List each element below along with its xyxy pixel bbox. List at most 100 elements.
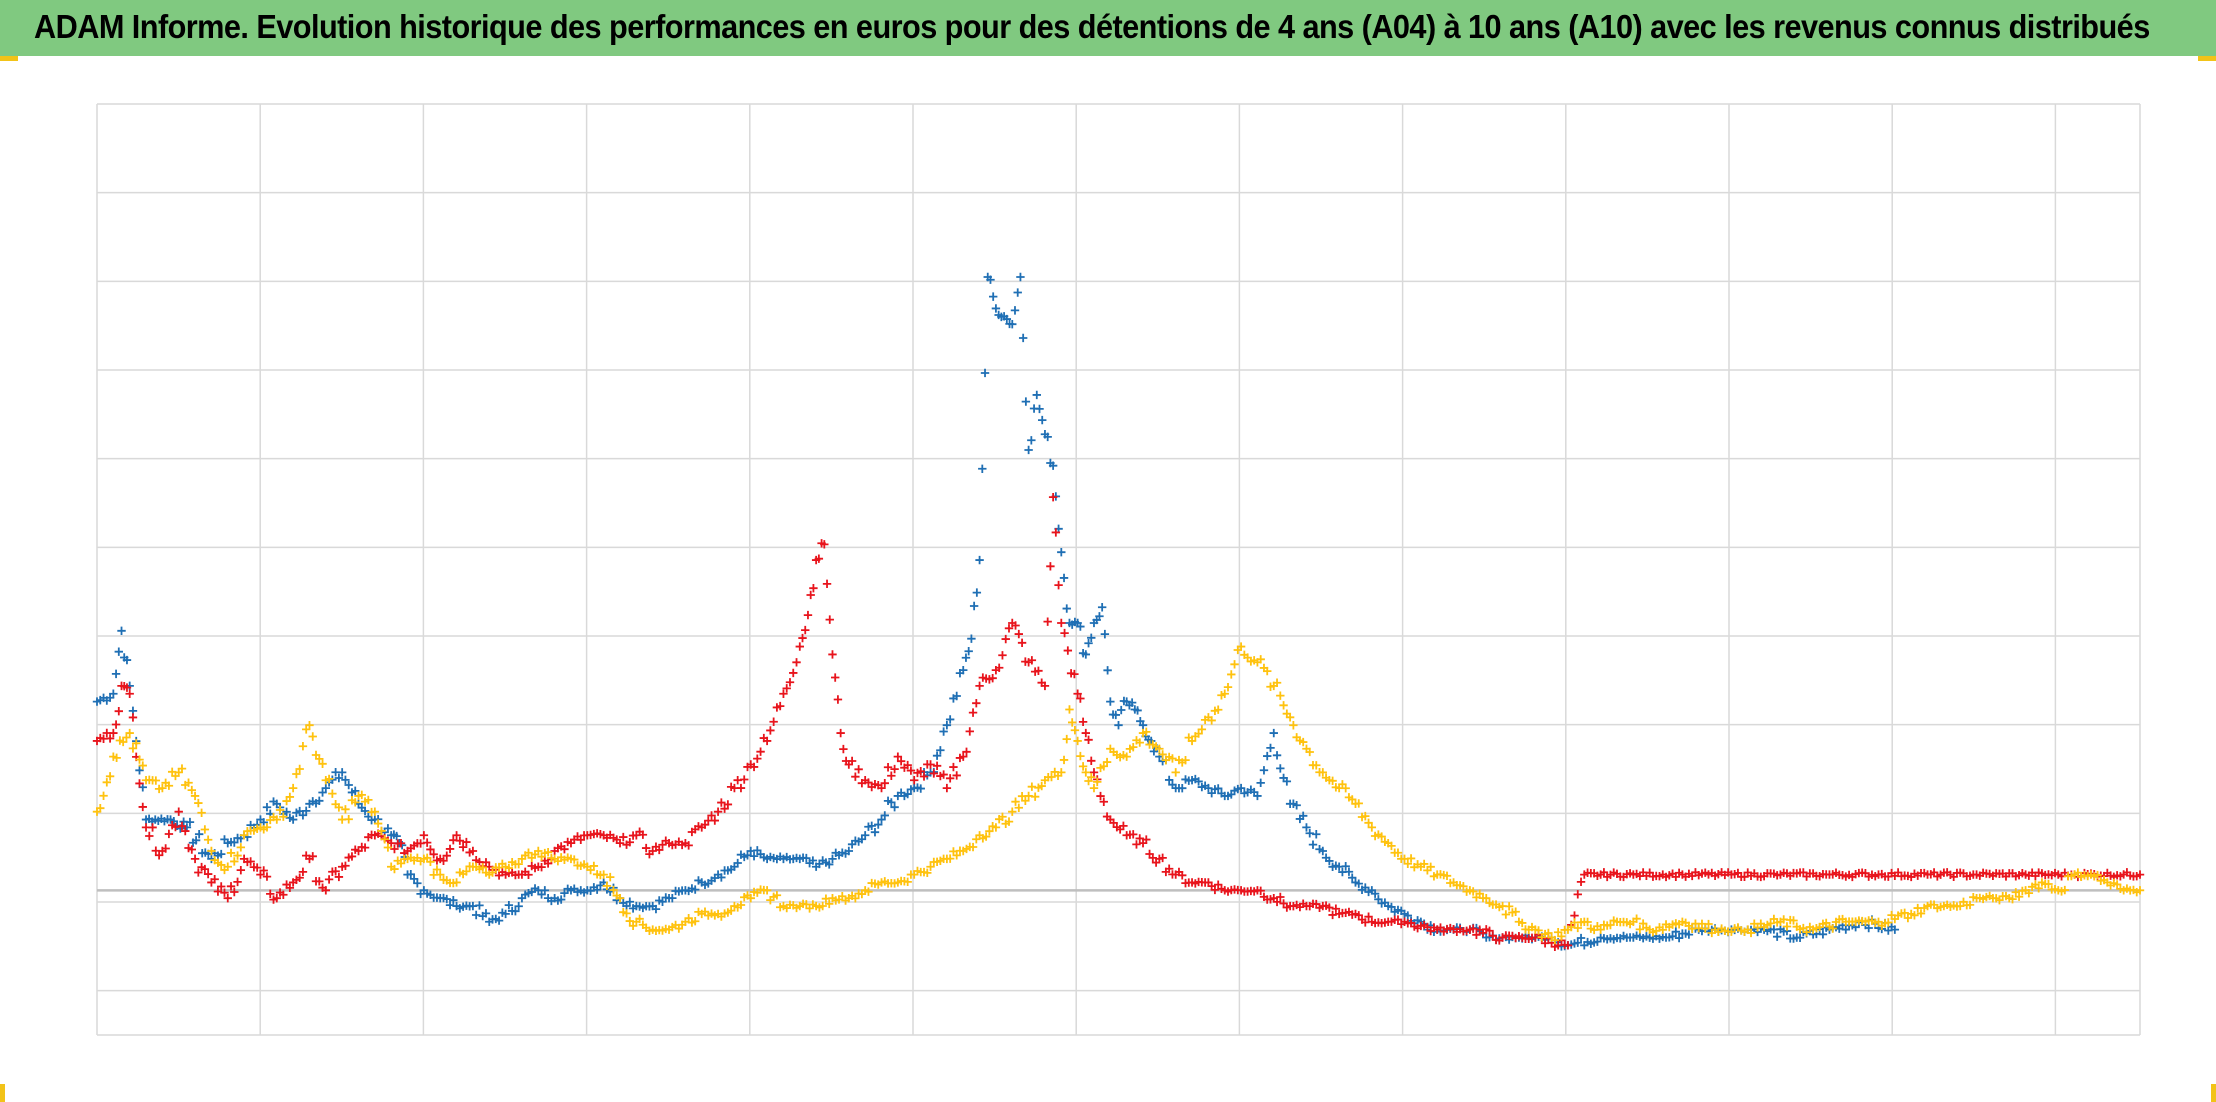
series-1-marker [1062, 604, 1071, 613]
series-3-marker [132, 739, 141, 748]
series-1-marker [1282, 777, 1292, 786]
series-1-marker [1002, 314, 1012, 324]
series-3-marker [1078, 762, 1088, 771]
series-1-marker [1021, 397, 1031, 406]
series-1-marker [1312, 830, 1321, 839]
series-1-marker [185, 817, 195, 827]
series-3-marker [589, 861, 599, 871]
series-2-marker [138, 802, 147, 812]
series-3-marker [1393, 848, 1403, 857]
series-2-marker [926, 760, 935, 769]
series-3-marker [762, 886, 772, 895]
series-1-marker [1010, 306, 1020, 315]
series-1-marker [334, 773, 344, 783]
series-3-marker [279, 812, 288, 821]
series-2-marker [1210, 885, 1220, 895]
series-1-marker [351, 786, 360, 796]
series-2-marker [638, 830, 648, 839]
series-2-marker [762, 736, 772, 746]
series-3-marker [684, 913, 693, 923]
series-2-marker [713, 807, 723, 816]
series-1-marker [1057, 548, 1066, 557]
series-2-marker [2135, 870, 2145, 879]
series-1-marker [651, 904, 661, 914]
series-2-marker [740, 775, 749, 784]
series-1-marker [475, 901, 484, 910]
series-3-marker [622, 909, 631, 918]
series-2-marker [210, 875, 219, 884]
series-2-marker [896, 756, 906, 766]
series-3-marker [318, 759, 327, 769]
series-2-marker [154, 851, 164, 860]
series-1-marker [1048, 461, 1058, 470]
series-1-marker [1204, 783, 1213, 793]
series-2-marker [223, 893, 232, 903]
series-3-marker [1135, 738, 1144, 747]
series-3-marker [1635, 925, 1645, 934]
series-3-marker [746, 893, 755, 903]
series-1-marker [1106, 697, 1115, 706]
series-3-marker [295, 764, 304, 774]
series-2-marker [442, 851, 451, 860]
series-1-marker [337, 768, 347, 777]
series-1-marker [1253, 791, 1262, 801]
series-2-marker [1276, 892, 1285, 902]
series-2-marker [883, 763, 893, 772]
series-3-marker [602, 881, 612, 891]
series-1-marker [1035, 404, 1044, 414]
series-3-marker [1059, 755, 1069, 765]
series-2-marker [190, 854, 200, 864]
series-3-marker [1230, 660, 1239, 669]
series-2-marker [1393, 915, 1403, 924]
series-1-marker [939, 727, 948, 736]
series-3-marker [187, 785, 196, 795]
series-2-marker [1132, 840, 1141, 849]
series-2-marker [803, 610, 813, 620]
series-1-marker [344, 780, 353, 790]
series-2-marker [1331, 904, 1341, 913]
series-3-marker [635, 914, 644, 924]
series-2-marker [122, 683, 132, 692]
series-1-marker [122, 655, 132, 665]
series-3-marker [1099, 762, 1108, 771]
series-1-marker [1256, 778, 1265, 788]
series-1-marker [978, 464, 987, 473]
series-3-marker [1504, 902, 1514, 911]
series-2-marker [1040, 681, 1050, 691]
series-3-marker [1093, 777, 1102, 787]
series-2-marker [128, 713, 138, 722]
series-1-marker [1573, 938, 1582, 947]
series-3-marker [478, 863, 487, 872]
series-2-marker [1256, 886, 1265, 895]
series-1-marker [1127, 698, 1137, 707]
series-2-marker [1063, 646, 1073, 655]
series-3-marker [825, 899, 834, 909]
series-2-marker [988, 673, 997, 683]
series-3-marker [1102, 757, 1112, 767]
series-3-marker [328, 789, 337, 798]
series-3-marker [125, 728, 134, 738]
series-3-marker [99, 791, 108, 800]
series-1-marker [964, 647, 973, 656]
series-2-marker [916, 767, 925, 776]
series-2-marker [390, 844, 399, 854]
series-3-marker [1406, 854, 1416, 863]
series-1-marker [967, 634, 976, 643]
series-1-marker [890, 803, 899, 812]
series-2-marker [893, 752, 903, 761]
series-3-marker [275, 805, 285, 815]
series-1-marker [445, 900, 455, 910]
series-3-marker [1468, 887, 1478, 896]
series-3-marker [2024, 888, 2034, 898]
series-2-marker [1099, 797, 1108, 806]
series-3-marker [1573, 923, 1582, 933]
series-2-marker [111, 720, 121, 729]
series-1-marker [1668, 932, 1677, 941]
series-2-marker [468, 846, 478, 856]
series-2-marker [833, 695, 843, 704]
series-3-marker [1403, 859, 1412, 868]
series-1-marker [318, 788, 327, 797]
series-3-marker [230, 857, 239, 866]
series-2-marker [181, 826, 190, 836]
